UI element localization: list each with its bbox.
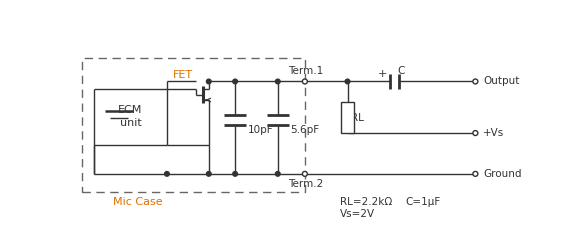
Circle shape bbox=[473, 79, 478, 84]
Circle shape bbox=[345, 79, 350, 84]
Text: 5.6pF: 5.6pF bbox=[290, 125, 319, 135]
Text: FET: FET bbox=[173, 70, 193, 80]
Text: Term.2: Term.2 bbox=[288, 179, 323, 189]
Circle shape bbox=[276, 79, 280, 84]
Text: Term.1: Term.1 bbox=[288, 66, 323, 76]
Circle shape bbox=[164, 172, 169, 176]
Text: Ground: Ground bbox=[483, 169, 522, 179]
Bar bbox=[340, 102, 354, 133]
Circle shape bbox=[302, 79, 307, 84]
Text: Output: Output bbox=[483, 76, 519, 86]
Text: RL: RL bbox=[351, 113, 364, 123]
Text: +: + bbox=[378, 69, 387, 79]
Text: ECM: ECM bbox=[118, 105, 142, 115]
Circle shape bbox=[207, 79, 211, 84]
Circle shape bbox=[207, 172, 211, 176]
Text: Vs=2V: Vs=2V bbox=[340, 209, 375, 219]
Text: 10pF: 10pF bbox=[248, 125, 273, 135]
Circle shape bbox=[473, 171, 478, 176]
Text: RL=2.2kΩ: RL=2.2kΩ bbox=[340, 197, 392, 207]
Circle shape bbox=[302, 171, 307, 176]
Circle shape bbox=[233, 79, 237, 84]
Circle shape bbox=[276, 172, 280, 176]
Text: C: C bbox=[397, 66, 405, 76]
Text: Mic Case: Mic Case bbox=[113, 197, 163, 207]
Bar bbox=[82, 58, 305, 192]
Text: +Vs: +Vs bbox=[483, 128, 504, 138]
Text: unit: unit bbox=[120, 118, 141, 128]
Text: C=1μF: C=1μF bbox=[406, 197, 441, 207]
Circle shape bbox=[233, 172, 237, 176]
Circle shape bbox=[473, 130, 478, 135]
